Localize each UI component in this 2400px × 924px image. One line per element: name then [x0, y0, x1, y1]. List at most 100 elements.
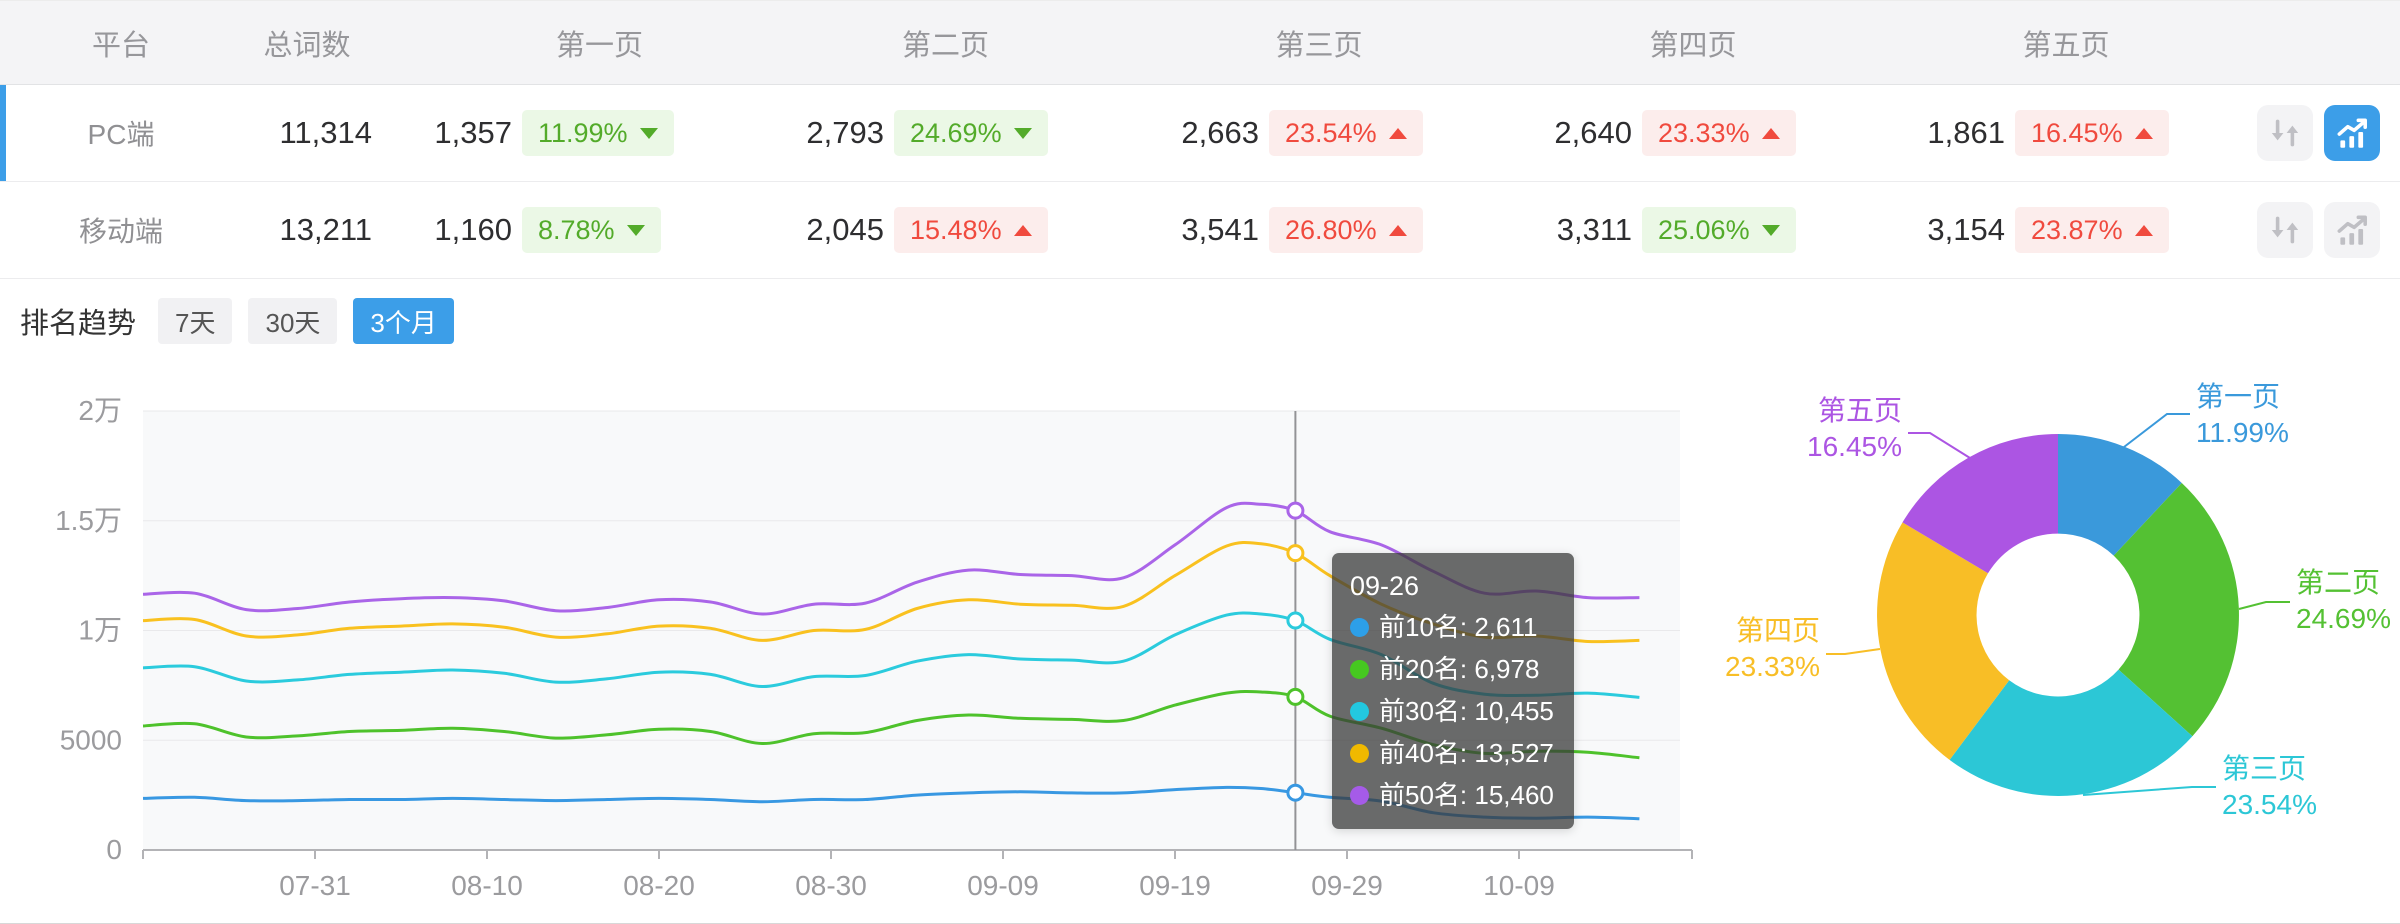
x-axis-label: 08-10: [451, 870, 523, 901]
sort-arrows-icon: [2271, 216, 2299, 244]
tooltip-item: 前10名: 2,611: [1350, 606, 1556, 648]
trend-arrow-icon: [1388, 224, 1407, 236]
tooltip-item: 前40名: 13,527: [1350, 732, 1556, 774]
trend-chart-button[interactable]: [2324, 202, 2380, 258]
tooltip-item: 前30名: 10,455: [1350, 690, 1556, 732]
x-axis-label: 10-09: [1483, 870, 1555, 901]
sort-arrows-icon: [2271, 119, 2299, 147]
y-axis-label: 1.5万: [55, 505, 122, 536]
series-dot-icon: [1350, 743, 1369, 763]
table-row-mobile[interactable]: 移动端 13,211 1,160 8.78% 2,045 15.48% 3,54…: [0, 182, 2400, 279]
col-header-page3: 第三页: [1275, 29, 1363, 62]
col-header-total-words: 总词数: [263, 29, 351, 62]
range-tab-30d[interactable]: 30天: [248, 298, 338, 344]
x-axis-label: 07-31: [279, 870, 351, 901]
charts-area: 050001万1.5万2万爱站网07-3108-1008-2008-3009-0…: [0, 371, 2400, 923]
trend-arrow-icon: [1761, 224, 1780, 236]
sort-button[interactable]: [2257, 202, 2313, 258]
label-leader-line: [1826, 648, 1881, 655]
donut-label-第一页: 第一页 11.99%: [2196, 381, 2289, 448]
total-words-value: 13,211: [279, 212, 372, 247]
y-axis-label: 0: [106, 834, 122, 865]
trend-arrow-icon: [626, 224, 645, 236]
page2-change-badge: 15.48%: [894, 207, 1048, 253]
bar-chart-icon: [2337, 118, 2367, 148]
page2-count: 2,045: [806, 212, 884, 247]
label-leader-line: [1908, 432, 1971, 459]
trend-arrow-icon: [1388, 127, 1407, 139]
trend-arrow-icon: [1761, 127, 1780, 139]
donut-label-第四页: 第四页 23.33%: [1725, 615, 1820, 682]
donut-label-第五页: 第五页 16.45%: [1807, 395, 1902, 462]
page1-change-badge: 8.78%: [522, 207, 661, 253]
tooltip-item: 前20名: 6,978: [1350, 648, 1556, 690]
x-axis-label: 09-19: [1139, 870, 1211, 901]
page3-count: 3,541: [1181, 212, 1259, 247]
rank-table: 平台 总词数 第一页 第二页 第三页 第四页 第五页 PC端 11,314 1,…: [0, 1, 2400, 279]
y-axis-label: 2万: [78, 395, 122, 426]
series-dot-icon: [1350, 617, 1369, 637]
total-words-value: 11,314: [279, 115, 372, 150]
page2-count: 2,793: [806, 115, 884, 150]
donut-slice-第三页[interactable]: [1949, 669, 2193, 796]
trend-arrow-icon: [1013, 127, 1032, 139]
page3-count: 2,663: [1181, 115, 1259, 150]
tooltip-date: 09-26: [1350, 571, 1420, 601]
page4-change-badge: 23.33%: [1642, 110, 1796, 156]
page3-change-badge: 26.80%: [1269, 207, 1423, 253]
platform-label: 移动端: [78, 216, 163, 247]
page1-count: 1,160: [434, 212, 512, 247]
trend-title: 排名趋势: [20, 308, 137, 340]
page5-change-badge: 23.87%: [2015, 207, 2169, 253]
series-dot-icon: [1350, 659, 1369, 679]
series-dot-icon: [1350, 701, 1369, 721]
col-header-page5: 第五页: [2022, 29, 2110, 62]
page4-count: 2,640: [1554, 115, 1632, 150]
donut-slice-第五页[interactable]: [1902, 434, 2059, 574]
col-header-platform: 平台: [91, 29, 150, 62]
crosshair-marker-前10名: [1286, 783, 1305, 802]
range-tab-3m[interactable]: 3个月: [353, 298, 454, 344]
tooltip-item: 前50名: 15,460: [1350, 774, 1556, 816]
crosshair-marker-前50名: [1286, 501, 1305, 520]
label-leader-line: [2123, 413, 2190, 448]
line-series-前50名: [142, 501, 1640, 616]
page1-count: 1,357: [434, 115, 512, 150]
label-leader-line: [2082, 786, 2216, 796]
page4-change-badge: 25.06%: [1642, 207, 1796, 253]
sort-button[interactable]: [2257, 105, 2313, 161]
range-tab-7d[interactable]: 7天: [158, 298, 233, 344]
x-axis-label: 08-30: [795, 870, 867, 901]
page4-count: 3,311: [1556, 212, 1632, 247]
page5-count: 3,154: [1927, 212, 2005, 247]
col-header-page1: 第一页: [555, 29, 643, 62]
page-share-donut-chart: 第一页 11.99% 第二页 24.69% 第三页 23.54% 第四页 23.33% 第五页 1…: [1700, 371, 2400, 923]
x-axis-label: 09-29: [1311, 870, 1383, 901]
donut-slice-第一页[interactable]: [2058, 434, 2182, 556]
x-axis-label: 08-20: [623, 870, 695, 901]
col-header-page4: 第四页: [1649, 29, 1737, 62]
table-header: 平台 总词数 第一页 第二页 第三页 第四页 第五页: [0, 1, 2400, 85]
bar-chart-icon: [2337, 215, 2367, 245]
page5-change-badge: 16.45%: [2015, 110, 2169, 156]
crosshair-marker-前30名: [1286, 611, 1305, 630]
trend-arrow-icon: [1013, 224, 1032, 236]
x-axis-label: 09-09: [967, 870, 1039, 901]
chart-tooltip: 09-26 前10名: 2,611 前20名: 6,978 前30名: 10,455 前…: [1332, 553, 1574, 829]
page2-change-badge: 24.69%: [894, 110, 1048, 156]
table-row-pc[interactable]: PC端 11,314 1,357 11.99% 2,793 24.69% 2,6…: [0, 85, 2400, 182]
donut-label-第二页: 第二页 24.69%: [2296, 567, 2391, 634]
trend-chart-button[interactable]: [2324, 105, 2380, 161]
page5-count: 1,861: [1927, 115, 2005, 150]
donut-slice-第二页[interactable]: [2113, 483, 2239, 737]
col-header-page2: 第二页: [901, 29, 989, 62]
donut-slice-第四页[interactable]: [1877, 522, 2010, 760]
series-dot-icon: [1350, 785, 1369, 805]
trend-arrow-icon: [2134, 127, 2153, 139]
page3-change-badge: 23.54%: [1269, 110, 1423, 156]
y-axis-label: 1万: [78, 615, 122, 646]
donut-label-第三页: 第三页 23.54%: [2222, 753, 2317, 820]
trend-toolbar: 排名趋势 7天 30天 3个月: [20, 297, 2400, 345]
crosshair-marker-前20名: [1286, 687, 1305, 706]
